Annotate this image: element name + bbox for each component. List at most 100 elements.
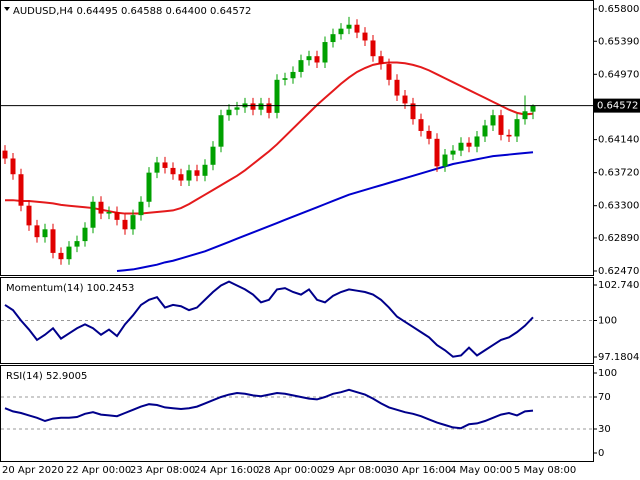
price-label: 0.64572 <box>597 101 638 112</box>
candle-body <box>498 115 504 135</box>
candle-body <box>378 56 384 65</box>
candle-body <box>130 215 136 230</box>
x-tick-label: 23 Apr 08:00 <box>130 465 195 476</box>
main-panel <box>0 0 594 276</box>
candle-body <box>394 79 400 96</box>
x-tick-label: 20 Apr 2020 <box>2 465 64 476</box>
candle-body <box>482 125 488 137</box>
y-tick-label: 0.65390 <box>598 36 639 47</box>
candle-body <box>154 162 160 173</box>
y-tick-label: 100 <box>598 368 617 379</box>
x-tick-label: 4 May 00:00 <box>450 465 512 476</box>
candle-body <box>10 158 16 175</box>
candle-body <box>186 170 192 181</box>
y-tick-label: 30 <box>598 424 611 435</box>
candle-body <box>50 229 56 253</box>
candle-body <box>514 119 520 137</box>
candle-body <box>146 172 152 202</box>
candle-body <box>258 103 264 110</box>
candle-body <box>290 71 296 79</box>
candle-body <box>346 24 352 29</box>
moving-average <box>116 151 534 272</box>
candle-body <box>354 24 360 33</box>
panel-title: Momentum(14) 100.2453 <box>6 283 134 294</box>
candle-body <box>18 174 24 206</box>
x-tick-label: 24 Apr 16:00 <box>194 465 259 476</box>
candle-body <box>314 56 320 63</box>
candle-body <box>386 64 392 80</box>
candle-body <box>418 119 424 131</box>
candle-body <box>210 146 216 165</box>
y-tick-label: 0.63720 <box>598 168 639 179</box>
indicator-line <box>4 388 534 430</box>
candle-body <box>306 56 312 61</box>
candle-body <box>522 111 528 120</box>
x-tick-label: 29 Apr 08:00 <box>322 465 387 476</box>
y-tick-label: 0.62470 <box>598 266 639 277</box>
x-tick-label: 28 Apr 00:00 <box>258 465 323 476</box>
candle-body <box>402 95 408 104</box>
candle-body <box>426 130 432 139</box>
candle-body <box>506 134 512 137</box>
candle-body <box>298 60 304 72</box>
y-tick-label: 0 <box>598 448 604 459</box>
candle-body <box>234 107 240 110</box>
candle-body <box>226 109 232 116</box>
candle-body <box>466 142 472 147</box>
candle-body <box>114 211 120 220</box>
panel-title: AUDUSD,H4 0.64495 0.64588 0.64400 0.6457… <box>13 6 251 17</box>
candle-body <box>282 78 288 80</box>
candle-body <box>330 34 336 43</box>
y-tick-label: 0.64970 <box>598 69 639 80</box>
y-tick-label: 0.65800 <box>598 4 639 15</box>
candle-body <box>274 79 280 113</box>
candle-body <box>106 211 112 214</box>
candle-body <box>138 201 144 216</box>
y-tick-label: 102.7403 <box>598 280 640 291</box>
candle-body <box>74 241 80 247</box>
dropdown-icon <box>4 7 10 11</box>
candle-body <box>66 246 72 260</box>
candle-body <box>458 142 464 151</box>
candle-body <box>34 225 40 238</box>
candle-body <box>58 252 64 260</box>
candle-body <box>370 40 376 57</box>
indicator-line <box>4 280 534 358</box>
candle-body <box>170 167 176 175</box>
candle-body <box>218 115 224 147</box>
candle-body <box>490 115 496 126</box>
candle-body <box>194 170 200 176</box>
candle-body <box>362 32 368 41</box>
candle-body <box>98 201 104 214</box>
candle-body <box>450 150 456 155</box>
candle-body <box>42 229 48 238</box>
panel-title: RSI(14) 52.9005 <box>6 371 87 382</box>
y-tick-label: 0.62890 <box>598 233 639 244</box>
y-tick-label: 97.1804 <box>598 352 639 363</box>
y-tick-label: 70 <box>598 392 611 403</box>
candle-body <box>82 227 88 242</box>
candle-body <box>530 105 536 112</box>
candle-body <box>162 162 168 168</box>
x-tick-label: 22 Apr 00:00 <box>66 465 131 476</box>
candle-body <box>338 28 344 35</box>
candle-body <box>250 103 256 110</box>
candle-body <box>322 42 328 63</box>
y-tick-label: 0.63300 <box>598 201 639 212</box>
candle-body <box>434 138 440 167</box>
candle-body <box>442 154 448 167</box>
candle-body <box>202 164 208 176</box>
y-tick-label: 0.64140 <box>598 135 639 146</box>
rsi-panel <box>0 365 594 462</box>
candle-body <box>266 103 272 113</box>
candle-body <box>410 103 416 120</box>
candle-body <box>2 150 8 159</box>
candle-body <box>178 174 184 181</box>
candle-body <box>122 219 128 230</box>
y-tick-label: 100 <box>598 315 617 326</box>
candle-body <box>474 136 480 147</box>
price-label-box <box>594 98 640 113</box>
candle-body <box>90 201 96 228</box>
